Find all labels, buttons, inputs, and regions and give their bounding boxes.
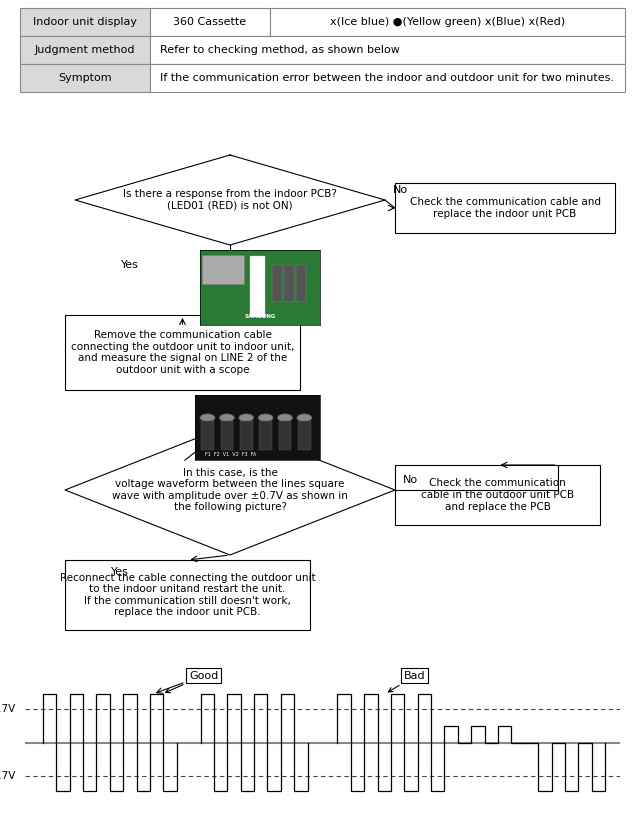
Bar [272,265,282,303]
Text: Reconnect the cable connecting the outdoor unit
to the indoor unitand restart th: Reconnect the cable connecting the outdo… [59,572,315,618]
Text: Remove the communication cable
connecting the outdoor unit to indoor unit,
and m: Remove the communication cable connectin… [71,330,294,375]
Text: Symptom: Symptom [58,73,112,83]
Bar [395,183,615,233]
Circle shape [277,414,293,422]
Circle shape [258,414,273,422]
Circle shape [239,414,254,422]
Text: Bad: Bad [389,670,426,692]
Text: No: No [403,475,418,485]
Bar [270,8,625,36]
Text: Judgment method: Judgment method [35,45,135,55]
Text: In this case, is the
voltage waveform between the lines square
wave with amplitu: In this case, is the voltage waveform be… [112,468,348,512]
Text: Is there a response from the indoor PCB?
(LED01 (RED) is not ON): Is there a response from the indoor PCB?… [123,189,337,211]
Text: +0.7V: +0.7V [0,704,16,714]
Bar [250,256,265,318]
Bar [150,8,270,36]
Bar [259,421,272,450]
Bar [395,465,600,525]
Text: Indoor unit display: Indoor unit display [33,17,137,27]
Text: No: No [393,185,408,195]
Text: Check the communication
cable in the outdoor unit PCB
and replace the PCB: Check the communication cable in the out… [421,478,574,512]
Bar [279,421,291,450]
Polygon shape [65,425,395,555]
Bar [201,421,214,450]
Bar [284,265,293,303]
Bar [20,64,150,92]
Text: SAMSUNG: SAMSUNG [244,314,275,319]
Text: -0.7V: -0.7V [0,772,16,781]
Text: If the communication error between the indoor and outdoor unit for two minutes.: If the communication error between the i… [160,73,614,83]
Bar [296,265,305,303]
Bar [65,560,310,630]
Bar [150,36,625,64]
Bar [220,421,233,450]
Bar [20,8,150,36]
Text: x(Ice blue) ●(Yellow green) x(Blue) x(Red): x(Ice blue) ●(Yellow green) x(Blue) x(Re… [330,17,565,27]
Text: Good: Good [166,670,218,693]
Circle shape [297,414,312,422]
Text: Refer to checking method, as shown below: Refer to checking method, as shown below [160,45,400,55]
Text: Yes: Yes [111,567,129,577]
Circle shape [219,414,235,422]
Text: F1  F2  V1  V2  F3  FA: F1 F2 V1 V2 F3 FA [205,452,256,457]
Bar [65,315,300,390]
Bar [20,36,150,64]
Text: Yes: Yes [121,260,139,270]
Circle shape [200,414,215,422]
Bar [150,64,625,92]
Text: 360 Cassette: 360 Cassette [173,17,247,27]
Text: Check the communication cable and
replace the indoor unit PCB: Check the communication cable and replac… [410,197,601,219]
Bar [240,421,252,450]
Bar [298,421,311,450]
Bar [203,256,244,284]
Polygon shape [75,155,385,245]
